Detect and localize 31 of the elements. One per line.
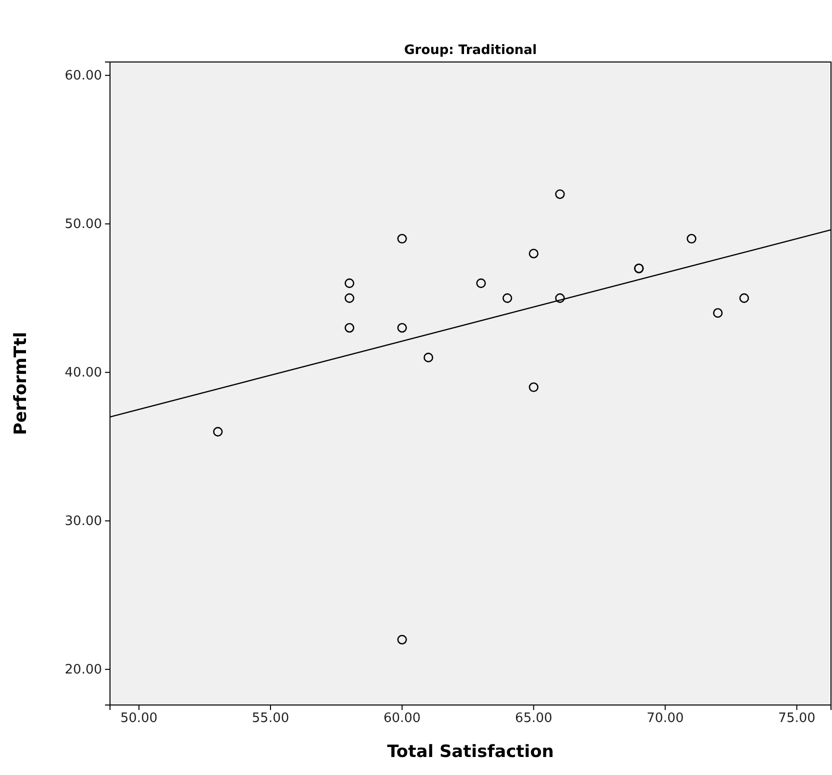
y-tick-label: 20.00 [64,662,102,678]
point [213,426,223,437]
point [397,322,407,333]
chart-title: Group: Traditional [404,43,537,58]
x-tick-label: 50.00 [120,711,158,726]
x-axis-title: Total Satisfaction [387,742,554,762]
x-tick-label: 65.00 [515,711,552,726]
point [502,293,512,303]
point [476,278,486,288]
y-tick-label: 60.00 [64,68,102,84]
y-tick-label: 50.00 [64,217,102,232]
x-tick-label: 60.00 [383,711,421,726]
point [397,634,407,644]
point [344,293,354,303]
point [555,293,565,303]
point [344,278,354,288]
point [686,234,696,244]
point [555,189,565,199]
point [713,308,723,318]
point [528,248,538,258]
y-axis-title: PerformTtl [11,332,31,436]
x-tick-label: 70.00 [646,711,684,726]
point [424,352,434,362]
y-tick-label: 40.00 [64,366,102,381]
y-tick-label: 30.00 [64,514,102,530]
point [528,382,538,392]
x-tick-label: 55.00 [252,711,290,726]
point [739,293,749,303]
point [344,322,354,333]
x-tick-label: 75.00 [778,711,816,726]
point [397,234,407,244]
